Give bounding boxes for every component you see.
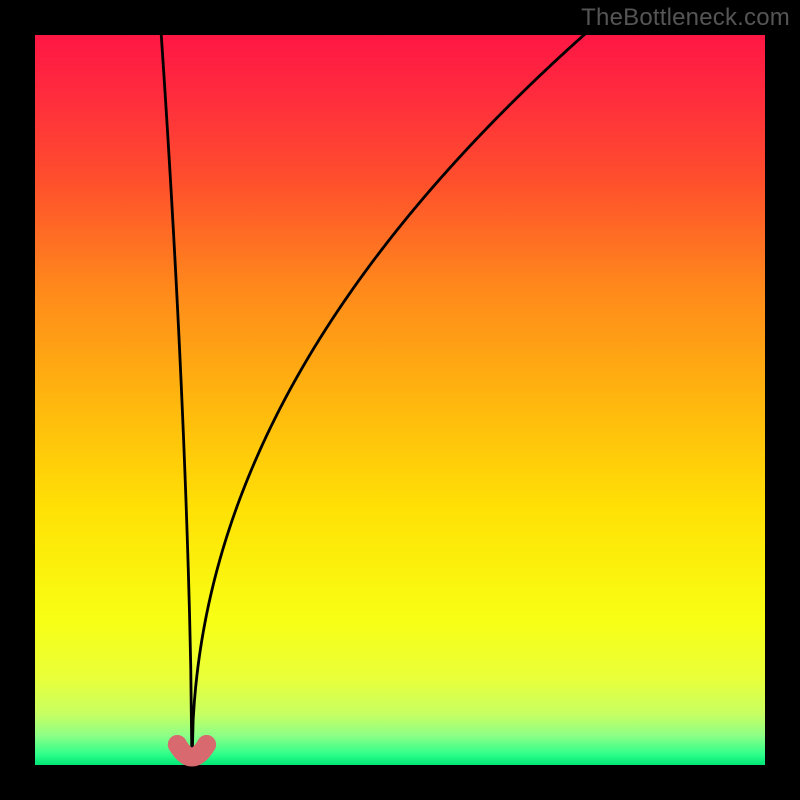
watermark-text: TheBottleneck.com — [581, 4, 790, 32]
plot-background-gradient — [35, 35, 765, 765]
minimum-marker-1 — [197, 735, 216, 754]
chart-canvas — [0, 0, 800, 800]
chart-stage: TheBottleneck.com — [0, 0, 800, 800]
minimum-marker-0 — [168, 735, 187, 754]
